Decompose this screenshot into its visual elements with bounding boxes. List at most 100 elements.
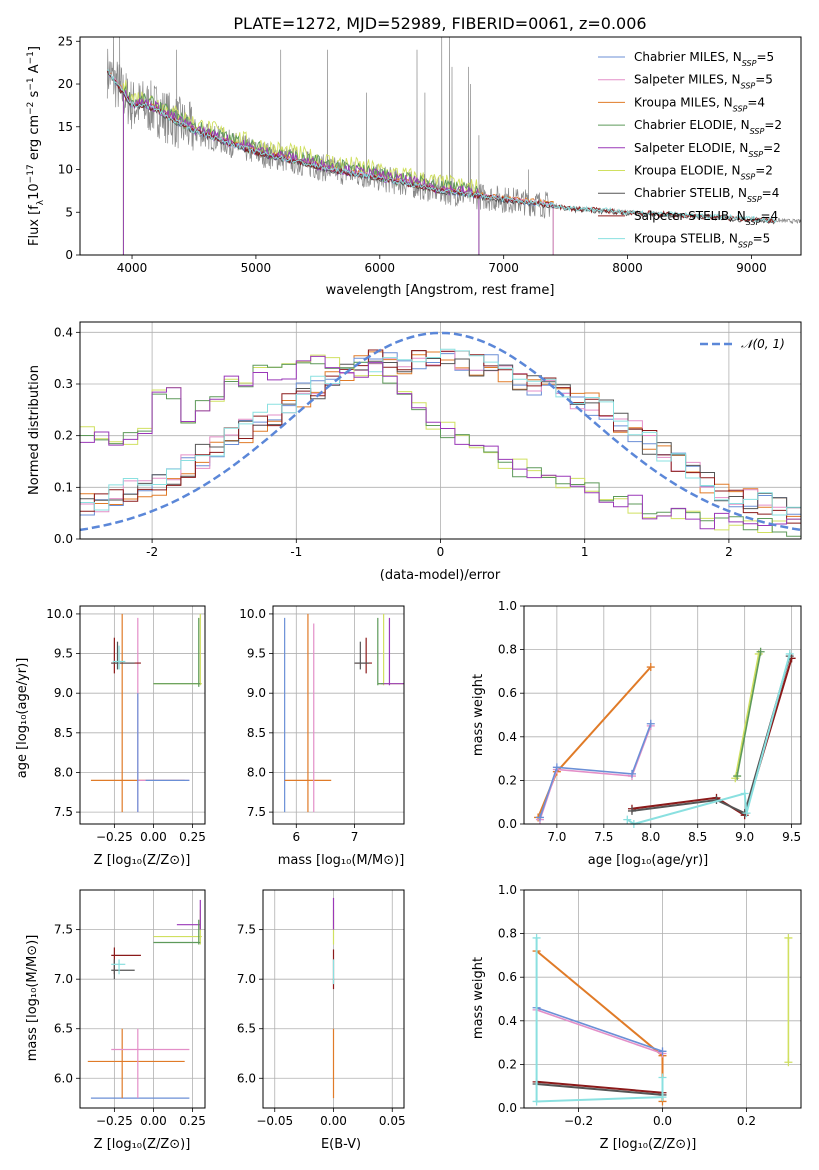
weight-line-chabrier_stelib	[631, 655, 791, 815]
age-vs-mass-panel: 6 7 7.5 8.0 8.5 9.0 9.5 10.0	[239, 605, 405, 844]
y-tick-label: 0.8	[498, 643, 517, 657]
y-tick-label: 0.0	[498, 817, 517, 831]
weight-marker-kroupa_stelib	[532, 933, 541, 942]
x-tick-label: 5000	[241, 261, 272, 275]
y-tick-label: 7.5	[247, 805, 266, 819]
residual-plot-area: -2 -1 0 1 2 0.0 0.1 0.2 0.3 0.4	[54, 321, 802, 559]
weight-marker-chabrier_miles	[627, 769, 636, 778]
legend-label-kroupa_miles: Kroupa MILES, NSSP=4	[634, 95, 765, 113]
weight-marker-chabrier_miles	[646, 719, 655, 728]
y-tick-label: 0.6	[498, 686, 517, 700]
model-spectrum-kroupa_elodie	[122, 80, 480, 255]
y-tick-label: 1.0	[498, 883, 517, 897]
y-tick-label: 0.2	[498, 773, 517, 787]
weight-marker-kroupa_stelib	[740, 789, 749, 798]
observed-spectrum	[106, 37, 801, 224]
spectrum-title: PLATE=1272, MJD=52989, FIBERID=0061, z=0…	[233, 14, 646, 33]
weight-marker-chabrier_miles	[535, 813, 544, 822]
x-tick-label: 0.25	[179, 830, 206, 844]
axes-frame	[523, 605, 802, 825]
weight-marker-kroupa_elodie	[784, 1058, 793, 1067]
massweight-vs-metallicity-panel: −0.2 0.0 0.2 0.0 0.2 0.4 0.6 0.8 1.0	[498, 883, 802, 1128]
x-tick-label: 7	[351, 830, 359, 844]
x-tick-label: 0.0	[653, 1114, 672, 1128]
x-tick-label: 0.00	[320, 1114, 347, 1128]
weight-marker-kroupa_elodie	[784, 933, 793, 942]
y-tick-label: 0.8	[498, 927, 517, 941]
x-tick-label: 0.2	[737, 1114, 756, 1128]
spectrum-panel: PLATE=1272, MJD=52989, FIBERID=0061, z=0…	[26, 14, 802, 298]
mass-vs-metallicity-panel: −0.25 0.00 0.25 6.0 6.5 7.0 7.5	[54, 889, 206, 1128]
weight-marker-kroupa_stelib	[658, 1093, 667, 1102]
x-tick-label: -1	[290, 545, 302, 559]
x-tick-label: 2	[725, 545, 733, 559]
residual-x-label: (data-model)/error	[380, 568, 501, 583]
y-tick-label: 7.5	[237, 923, 256, 937]
y-tick-label: 20	[58, 77, 73, 91]
y-tick-label: 8.0	[247, 765, 266, 779]
weight-line-kroupa_elodie	[734, 653, 760, 779]
weight-marker-kroupa_stelib	[658, 1073, 667, 1082]
x-tick-label: −0.2	[564, 1114, 593, 1128]
residual-hist-salpeter_stelib	[80, 349, 801, 524]
weight-marker-kroupa_stelib	[785, 649, 794, 658]
weight-marker-kroupa_stelib	[623, 815, 632, 824]
legend-label-salpeter_miles: Salpeter MILES, NSSP=5	[634, 73, 773, 91]
y-tick-label: 7.5	[54, 923, 73, 937]
x-tick-label: −0.05	[256, 1114, 293, 1128]
x-tick-label: 0.00	[140, 830, 167, 844]
weight-line-kroupa_miles	[537, 666, 652, 818]
legend-label-kroupa_stelib: Kroupa STELIB, NSSP=5	[634, 232, 770, 250]
y-tick-label: 10.0	[239, 607, 266, 621]
massweight-vs-age-panel: 7.0 7.5 8.0 8.5 9.0 9.5 0.0 0.2 0.4 0.6 0.8 1.0	[498, 599, 802, 844]
residual-hist-kroupa_stelib	[80, 348, 801, 516]
legend-label-salpeter_elodie: Salpeter ELODIE, NSSP=2	[634, 141, 781, 159]
y-tick-label: 0.2	[54, 429, 73, 443]
x-tick-label: 7000	[488, 261, 519, 275]
weight-marker-chabrier_miles	[658, 1047, 667, 1056]
axes-frame	[79, 889, 206, 1109]
y-tick-label: 10.0	[46, 607, 73, 621]
mw-vs-Z-x-label: Z [log₁₀(Z/Z⊙)]	[600, 1137, 697, 1152]
y-tick-label: 7.0	[54, 972, 73, 986]
x-tick-label: 0.00	[140, 1114, 167, 1128]
y-tick-label: 8.0	[54, 765, 73, 779]
y-tick-label: 25	[58, 34, 73, 48]
spectrum-legend: Chabrier MILES, NSSP=5 Salpeter MILES, NS…	[598, 50, 782, 249]
normal-curve	[80, 331, 801, 532]
weight-marker-chabrier_elodie	[756, 647, 765, 656]
axes-frame	[272, 605, 405, 825]
y-tick-label: 8.5	[247, 726, 266, 740]
x-tick-label: 7.5	[594, 830, 613, 844]
spectrum-plot-area: 4000 5000 6000 7000 8000 9000 0 5 10 15 20 25	[58, 34, 802, 275]
model-spectrum-chabrier_stelib	[106, 70, 777, 225]
weight-line-kroupa_miles	[535, 950, 664, 1102]
y-tick-label: 5	[65, 205, 73, 219]
x-tick-label: 9.0	[735, 830, 754, 844]
age-vs-Z-x-label: Z [log₁₀(Z/Z⊙)]	[94, 853, 191, 868]
y-tick-label: 6.0	[237, 1071, 256, 1085]
y-tick-label: 8.5	[54, 726, 73, 740]
legend-label-salpeter_stelib: Salpeter STELIB, NSSP=4	[634, 209, 778, 227]
y-tick-label: 9.5	[54, 647, 73, 661]
x-tick-label: 0	[437, 545, 445, 559]
x-tick-label: −0.25	[96, 1114, 133, 1128]
spectrum-y-label: Flux [fλ10−17 erg cm−2 s−1 A−1]	[26, 46, 46, 246]
y-tick-label: 15	[58, 120, 73, 134]
mw-vs-age-x-label: age [log₁₀(age/yr)]	[588, 853, 709, 868]
x-tick-label: 7.0	[547, 830, 566, 844]
y-tick-label: 9.5	[247, 647, 266, 661]
y-tick-label: 7.5	[54, 805, 73, 819]
residual-hist-salpeter_elodie	[80, 355, 801, 530]
weight-line-chabrier_miles	[539, 723, 652, 818]
residual-y-label: Normed distribution	[27, 365, 42, 495]
x-tick-label: 8.0	[641, 830, 660, 844]
weight-marker-chabrier_elodie	[733, 772, 742, 781]
weight-marker-kroupa_miles	[646, 663, 655, 672]
y-tick-label: 0.4	[498, 730, 517, 744]
residual-panel: -2 -1 0 1 2 0.0 0.1 0.2 0.3 0.4 (data-model)/erro…	[27, 321, 802, 583]
x-tick-label: 6	[292, 830, 300, 844]
y-tick-label: 6.0	[54, 1071, 73, 1085]
legend-label-kroupa_elodie: Kroupa ELODIE, NSSP=2	[634, 164, 773, 182]
